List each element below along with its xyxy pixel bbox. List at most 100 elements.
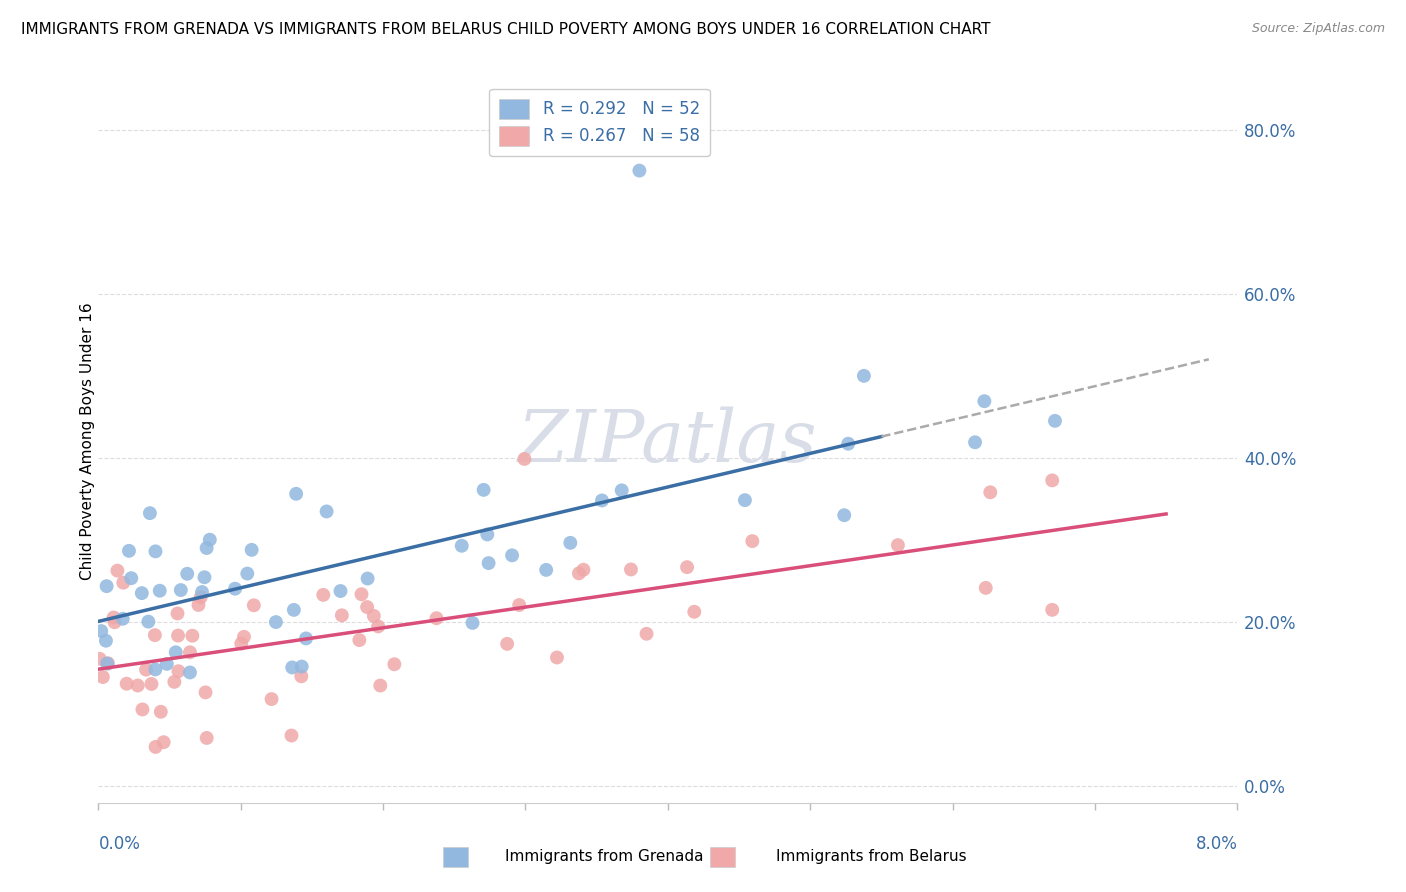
- Point: [112, 575, 135, 590]
- Point: [156, 657, 179, 671]
- Point: [513, 452, 536, 467]
- Point: [734, 493, 756, 508]
- Point: [193, 570, 215, 584]
- Point: [224, 582, 246, 596]
- Bar: [443, 847, 468, 867]
- Point: [141, 677, 163, 691]
- Point: [356, 572, 378, 586]
- Point: [350, 587, 373, 601]
- Text: 8.0%: 8.0%: [1195, 835, 1237, 854]
- Point: [852, 368, 875, 383]
- Point: [176, 566, 198, 581]
- Point: [165, 645, 187, 659]
- Point: [741, 534, 763, 549]
- Point: [111, 612, 134, 626]
- Point: [450, 539, 472, 553]
- Point: [1043, 414, 1066, 428]
- Point: [145, 739, 167, 754]
- Point: [974, 581, 997, 595]
- Point: [472, 483, 495, 497]
- Point: [97, 657, 120, 671]
- Point: [496, 637, 519, 651]
- Point: [149, 705, 172, 719]
- Point: [243, 599, 266, 613]
- Legend: R = 0.292   N = 52, R = 0.267   N = 58: R = 0.292 N = 52, R = 0.267 N = 58: [489, 88, 710, 156]
- Point: [191, 585, 214, 599]
- Point: [283, 603, 305, 617]
- Point: [194, 685, 217, 699]
- Point: [312, 588, 335, 602]
- Point: [330, 608, 353, 623]
- Point: [190, 591, 212, 605]
- Point: [181, 629, 204, 643]
- Point: [508, 598, 530, 612]
- Point: [195, 541, 218, 555]
- Point: [534, 563, 557, 577]
- Point: [143, 662, 166, 676]
- Point: [127, 679, 149, 693]
- Point: [139, 506, 162, 520]
- Point: [329, 584, 352, 599]
- Point: [179, 645, 201, 659]
- Point: [131, 586, 153, 600]
- Point: [115, 676, 138, 690]
- Point: [973, 394, 995, 409]
- Point: [89, 652, 111, 666]
- Point: [120, 571, 142, 585]
- Point: [837, 436, 859, 450]
- Point: [1040, 474, 1063, 488]
- Point: [107, 564, 129, 578]
- Text: 0.0%: 0.0%: [98, 835, 141, 854]
- Point: [163, 674, 186, 689]
- Point: [90, 624, 112, 638]
- Point: [135, 663, 157, 677]
- Point: [591, 493, 613, 508]
- Text: Source: ZipAtlas.com: Source: ZipAtlas.com: [1251, 22, 1385, 36]
- Point: [152, 735, 174, 749]
- Point: [149, 583, 172, 598]
- Point: [118, 544, 141, 558]
- Point: [315, 504, 337, 518]
- Point: [610, 483, 633, 498]
- Point: [96, 579, 118, 593]
- Text: Immigrants from Grenada: Immigrants from Grenada: [505, 849, 704, 863]
- Point: [636, 627, 658, 641]
- Point: [628, 163, 651, 178]
- Point: [546, 650, 568, 665]
- Point: [280, 729, 302, 743]
- Point: [264, 615, 287, 629]
- Point: [461, 615, 484, 630]
- Point: [103, 610, 125, 624]
- Point: [167, 629, 190, 643]
- Point: [285, 487, 308, 501]
- Point: [166, 607, 188, 621]
- Point: [198, 533, 221, 547]
- Point: [94, 633, 117, 648]
- Point: [963, 435, 986, 450]
- Point: [145, 544, 167, 558]
- Point: [231, 637, 253, 651]
- Point: [572, 563, 595, 577]
- Point: [240, 542, 263, 557]
- Point: [104, 615, 127, 630]
- Point: [477, 527, 499, 541]
- Point: [887, 538, 910, 552]
- Point: [281, 660, 304, 674]
- Point: [179, 665, 201, 680]
- Point: [131, 702, 153, 716]
- Point: [382, 657, 405, 672]
- Point: [195, 731, 218, 745]
- Point: [233, 630, 256, 644]
- Bar: [710, 847, 735, 867]
- Point: [425, 611, 447, 625]
- Text: Immigrants from Belarus: Immigrants from Belarus: [776, 849, 967, 863]
- Text: IMMIGRANTS FROM GRENADA VS IMMIGRANTS FROM BELARUS CHILD POVERTY AMONG BOYS UNDE: IMMIGRANTS FROM GRENADA VS IMMIGRANTS FR…: [21, 22, 991, 37]
- Point: [295, 632, 318, 646]
- Y-axis label: Child Poverty Among Boys Under 16: Child Poverty Among Boys Under 16: [80, 302, 94, 581]
- Point: [676, 560, 699, 574]
- Point: [620, 562, 643, 576]
- Point: [138, 615, 160, 629]
- Point: [832, 508, 855, 523]
- Point: [349, 633, 371, 648]
- Point: [363, 608, 385, 623]
